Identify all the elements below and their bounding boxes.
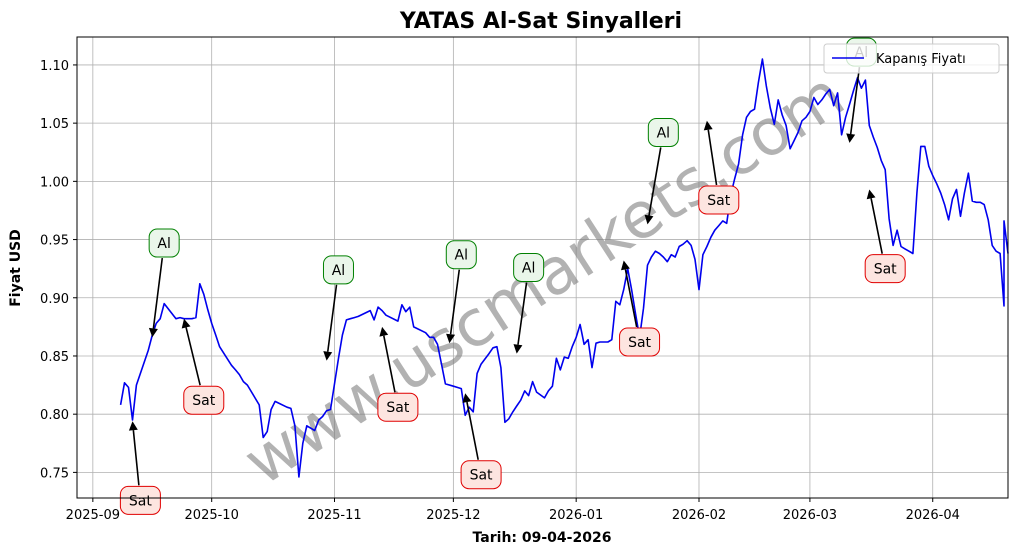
buy-signal-label: Al (657, 125, 670, 141)
signal-arrow-head (128, 421, 138, 431)
sell-signal-box (619, 327, 661, 357)
signal-arrow-shaft (383, 335, 396, 393)
x-tick-label: 2026-02 (672, 508, 726, 523)
series-layer (119, 58, 1009, 478)
buy-signal-box (322, 255, 354, 285)
sell-signal-label: Sat (470, 468, 493, 484)
signal-arrow-shaft (152, 257, 164, 329)
x-tick-label: 2026-03 (783, 508, 837, 523)
signal-arrow-shaft (449, 269, 461, 335)
signal-arrow-head (621, 260, 630, 271)
sell-signal-box (460, 460, 502, 490)
signal-arrow-shaft (849, 67, 861, 135)
axis-ticks: 2025-09 2025-10 2025-11 2025-12 2026-01 2026-… (40, 59, 960, 523)
buy-signal-box (148, 228, 180, 258)
y-tick-label: 1.05 (40, 117, 69, 132)
y-tick-label: 0.90 (40, 292, 69, 307)
sell-signal-box (864, 254, 906, 284)
x-tick-label: 2025-11 (307, 508, 361, 523)
signal-arrow-head (846, 133, 856, 143)
signal-arrow-head (513, 344, 523, 354)
sell-signal-box (377, 392, 419, 422)
signal-arrow-head (446, 333, 456, 344)
signal-arrow-shaft (648, 147, 662, 216)
signal-arrow-shaft (870, 198, 883, 254)
sell-signal-label: Sat (707, 193, 730, 209)
sell-signal-box (698, 185, 740, 215)
signal-arrow-head (703, 120, 713, 131)
y-tick-label: 0.85 (40, 350, 69, 365)
buy-signal-label: Al (455, 248, 468, 264)
chart-title: YATAS Al-Sat Sinyalleri (399, 9, 682, 34)
y-tick-label: 0.80 (40, 408, 69, 423)
buy-signal-box (647, 117, 679, 147)
y-tick-label: 0.75 (40, 466, 69, 481)
sell-signal-label: Sat (192, 393, 215, 409)
y-tick-label: 1.10 (40, 59, 69, 74)
legend-label: Kapanış Fiyatı (876, 52, 966, 67)
signal-arrow-head (644, 214, 654, 225)
buy-signal-box (513, 253, 545, 282)
signal-arrow-shaft (517, 282, 528, 345)
x-tick-label: 2026-01 (549, 508, 603, 523)
buy-signal-label: Al (522, 261, 535, 277)
legend: Kapanış Fiyatı (823, 43, 1000, 74)
x-tick-label: 2025-10 (185, 508, 239, 523)
signal-arrow-head (181, 318, 191, 329)
signal-arrow-shaft (185, 327, 201, 386)
sell-signal-label: Sat (386, 400, 409, 416)
x-tick-label: 2025-12 (426, 508, 480, 523)
signal-arrow-head (323, 351, 333, 361)
sell-signal-label: Sat (874, 262, 897, 278)
y-axis-title: Fiyat USD (8, 229, 24, 307)
legend-box (823, 43, 1000, 74)
grid-lines (77, 37, 1008, 498)
signal-arrow-shaft (326, 284, 338, 352)
price-line (119, 58, 1009, 478)
sell-signal-box (183, 385, 225, 415)
buy-signal-label: Al (157, 236, 170, 252)
x-axis-title: Tarih: 09-04-2026 (473, 530, 612, 546)
sell-signal-label: Sat (129, 493, 152, 509)
signal-arrow-head (866, 189, 876, 200)
signal-arrow-head (462, 393, 472, 403)
sell-signal-label: Sat (628, 335, 651, 351)
y-tick-label: 0.95 (40, 234, 69, 249)
buy-signal-label: Al (332, 263, 345, 279)
signal-arrow-shaft (707, 129, 718, 186)
signal-arrow-shaft (466, 401, 479, 460)
x-tick-label: 2025-09 (66, 508, 120, 523)
signal-arrow-head (379, 326, 389, 337)
buy-signal-box (445, 240, 477, 270)
signal-arrow-head (148, 327, 158, 338)
sell-signal-box (119, 485, 161, 515)
signal-arrow-shaft (132, 430, 140, 486)
x-tick-label: 2026-04 (906, 508, 960, 523)
signal-arrow-shaft (624, 269, 638, 328)
y-tick-label: 1.00 (40, 175, 69, 190)
plot-frame (76, 36, 1009, 499)
